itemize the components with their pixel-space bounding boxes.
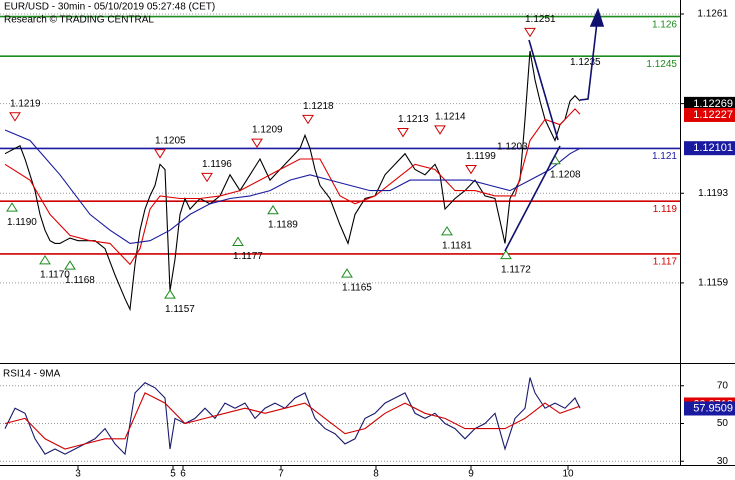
forecast-arrow bbox=[579, 21, 598, 101]
low-marker bbox=[267, 204, 279, 215]
annotation-label: 1.1170 bbox=[40, 270, 70, 281]
price-marker bbox=[684, 107, 735, 122]
series-line bbox=[4, 50, 581, 312]
annotation-label: 1.1213 bbox=[398, 114, 429, 125]
x-tick-label: 6 bbox=[180, 469, 186, 480]
level-label: 1.1245 bbox=[646, 59, 677, 70]
level-label: 1.117 bbox=[653, 257, 678, 268]
trend-lines bbox=[504, 7, 605, 252]
annotation-label: 1.1205 bbox=[155, 135, 186, 146]
level-label: 1.126 bbox=[652, 19, 677, 30]
chart-title: EUR/USD - 30min - 05/10/2019 05:27:48 (C… bbox=[4, 2, 215, 13]
price-marker bbox=[684, 401, 735, 416]
annotation-label: 1.1208 bbox=[550, 169, 581, 180]
x-tick-label: 9 bbox=[468, 469, 474, 480]
y-tick-label: 70 bbox=[717, 380, 729, 391]
low-marker bbox=[64, 260, 76, 270]
y-tick-label: 1.1261 bbox=[697, 9, 728, 20]
high-marker bbox=[524, 27, 536, 38]
y-tick-label: 30 bbox=[717, 456, 729, 467]
annotation-label: 1.1168 bbox=[65, 275, 95, 286]
trend-line bbox=[504, 145, 561, 252]
rsi-title: RSI14 - 9MA bbox=[3, 369, 61, 380]
annotation-label: 1.1190 bbox=[7, 217, 37, 228]
high-marker bbox=[154, 149, 166, 159]
chart-subtitle: Research © TRADING CENTRAL bbox=[4, 15, 154, 26]
price-marker-label: 1.12101 bbox=[693, 142, 733, 154]
high-marker bbox=[465, 164, 477, 175]
annotation-label: 1.1172 bbox=[501, 264, 531, 275]
arrow-head bbox=[589, 7, 605, 27]
low-marker bbox=[341, 268, 353, 278]
high-marker bbox=[9, 112, 21, 122]
annotation-label: 1.1235 bbox=[570, 57, 601, 68]
annotation-label: 1.1214 bbox=[435, 112, 466, 123]
annotation-label: 1.1219 bbox=[10, 98, 41, 109]
series-line bbox=[4, 129, 581, 244]
price-marker bbox=[684, 96, 735, 111]
series-line bbox=[4, 377, 581, 456]
low-marker bbox=[500, 249, 512, 260]
price-marker-label: 57.9509 bbox=[693, 402, 733, 414]
low-marker bbox=[39, 254, 51, 265]
price-marker-label: 1.12269 bbox=[693, 98, 733, 110]
high-marker bbox=[201, 172, 213, 183]
low-marker bbox=[232, 236, 244, 246]
high-marker bbox=[434, 125, 446, 135]
series-line bbox=[4, 108, 581, 266]
price-marker bbox=[684, 141, 735, 156]
x-tick-label: 3 bbox=[75, 469, 81, 480]
x-tick-label: 7 bbox=[278, 469, 284, 480]
price-marker-label: 1.12227 bbox=[693, 109, 733, 121]
high-marker bbox=[302, 114, 314, 125]
annotation-label: 1.1165 bbox=[342, 283, 372, 294]
plot-layer: 1.12611.12271.11931.11591.1261.12451.121… bbox=[0, 9, 735, 480]
annotation-label: 1.1199 bbox=[466, 151, 496, 162]
annotation-label: 1.1203 bbox=[497, 142, 528, 153]
y-tick-label: 1.1193 bbox=[698, 188, 728, 199]
annotation-label: 1.1218 bbox=[303, 101, 334, 112]
low-marker bbox=[6, 202, 18, 212]
annotation-label: 1.1157 bbox=[165, 304, 195, 315]
low-marker bbox=[164, 289, 176, 299]
y-tick-label: 50 bbox=[717, 418, 729, 429]
x-tick-label: 5 bbox=[170, 469, 176, 480]
trend-line bbox=[528, 39, 559, 141]
x-tick-label: 10 bbox=[562, 469, 574, 480]
high-marker bbox=[397, 128, 409, 138]
high-marker bbox=[251, 138, 263, 149]
low-marker bbox=[441, 225, 453, 236]
x-tick-label: 8 bbox=[373, 469, 379, 480]
annotation-label: 1.1209 bbox=[252, 125, 283, 136]
series-line bbox=[4, 392, 581, 450]
y-tick-label: 1.1159 bbox=[698, 278, 728, 289]
annotation-label: 1.1196 bbox=[202, 159, 232, 170]
annotation-label: 1.1181 bbox=[442, 241, 472, 252]
level-label: 1.121 bbox=[652, 151, 677, 162]
annotation-label: 1.1177 bbox=[233, 251, 263, 262]
annotation-label: 1.1189 bbox=[268, 219, 298, 230]
level-label: 1.119 bbox=[653, 204, 678, 215]
annotation-label: 1.1251 bbox=[525, 14, 556, 25]
